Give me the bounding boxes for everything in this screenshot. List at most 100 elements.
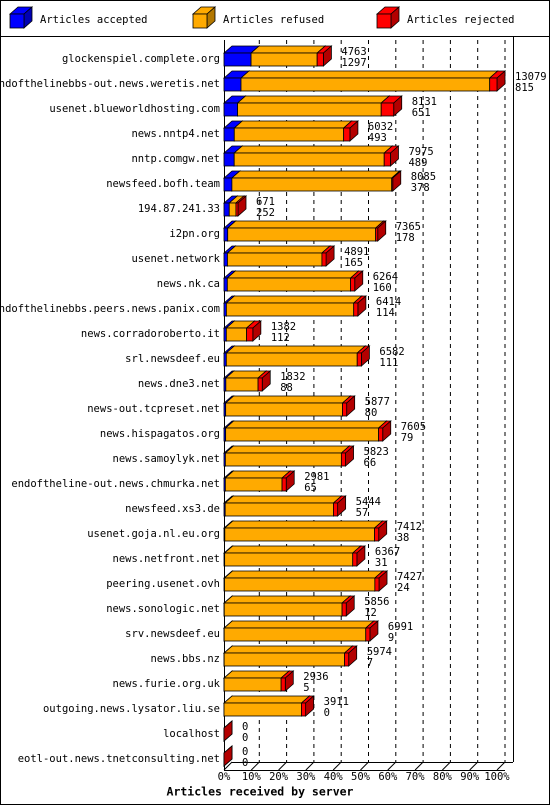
- bar-front: [224, 527, 375, 542]
- bar-segment: [280, 670, 295, 692]
- bar-segment: [352, 295, 367, 317]
- category-label: news.corradoroberto.it: [81, 328, 220, 340]
- bar-segment: [234, 195, 248, 217]
- bar-segment: [224, 445, 351, 467]
- bar-front: [240, 77, 491, 92]
- x-tick-label: 30%: [296, 771, 316, 783]
- bar-top: [239, 70, 499, 79]
- bar-front: [225, 327, 247, 342]
- category-label: news.nntp4.net: [131, 128, 220, 140]
- bar-side: [223, 745, 233, 767]
- x-tick-label: 80%: [433, 771, 453, 783]
- category-label: i2pn.org: [169, 228, 220, 240]
- category-label: newsfeed.bofh.team: [106, 178, 220, 190]
- bar-top: [223, 595, 352, 604]
- bar-top: [224, 420, 388, 429]
- bar-front: [223, 52, 252, 67]
- category-label: outgoing.news.lysator.liu.se: [43, 703, 220, 715]
- category-label: news.sonologic.net: [106, 603, 220, 615]
- bar-front: [343, 127, 351, 142]
- total-label: 671: [256, 196, 275, 208]
- total-label: 7427: [397, 571, 422, 583]
- accepted-label: 5: [303, 682, 309, 694]
- bar-front: [374, 577, 380, 592]
- total-label: 6367: [375, 546, 400, 558]
- total-label: 13079: [515, 71, 547, 83]
- accepted-label: 165: [344, 257, 363, 269]
- bar-top: [223, 620, 375, 629]
- accepted-label: 38: [397, 532, 410, 544]
- tick-mark: [223, 761, 233, 771]
- bar-front: [224, 577, 376, 592]
- category-label: news.furie.org.uk: [113, 678, 221, 690]
- category-label: news.dne3.net: [138, 378, 220, 390]
- category-label: news.bbs.nz: [150, 653, 220, 665]
- tick-mark: [496, 761, 506, 771]
- accepted-label: 57: [356, 507, 369, 519]
- bar-front: [333, 502, 339, 517]
- bar-front: [280, 677, 286, 692]
- bar-top: [230, 170, 401, 179]
- bar-segment: [223, 570, 384, 592]
- bar-front: [340, 452, 346, 467]
- tick-mark: [278, 761, 287, 771]
- category-label: glockenspiel.complete.org: [62, 53, 220, 65]
- accepted-label: 9: [388, 632, 394, 644]
- accepted-label: 0: [242, 732, 248, 744]
- bar-front: [321, 252, 327, 267]
- bar-segment: [233, 145, 394, 167]
- total-label: 4891: [344, 246, 369, 258]
- legend-swatch: [191, 6, 217, 29]
- category-label: eotl-out.news.tnetconsulting.net: [18, 753, 220, 765]
- bar-front: [235, 202, 239, 217]
- accepted-label: 12: [364, 607, 377, 619]
- bar-front: [223, 152, 235, 167]
- bar-segment: [223, 545, 362, 567]
- x-tick-label: 60%: [378, 771, 398, 783]
- accepted-label: 0: [324, 707, 330, 719]
- total-label: 6032: [368, 121, 393, 133]
- bar-top: [224, 470, 292, 479]
- total-label: 7605: [401, 421, 426, 433]
- x-tick-label: 20%: [269, 771, 289, 783]
- legend-label: Articles rejected: [407, 14, 514, 26]
- bar-front: [224, 502, 334, 517]
- bar-segment: [373, 570, 389, 592]
- bar-front: [489, 77, 498, 92]
- bar-segment: [390, 170, 402, 192]
- category-label: endofthelinebbs.peers.news.panix.com: [0, 303, 220, 315]
- accepted-label: 80: [365, 407, 378, 419]
- x-tick-label: 10%: [242, 771, 262, 783]
- total-label: 2936: [303, 671, 328, 683]
- bar-segment: [373, 520, 388, 542]
- bar-front: [223, 227, 229, 242]
- accepted-label: 178: [396, 232, 415, 244]
- x-tick-label: 90%: [460, 771, 480, 783]
- tick-mark: [442, 761, 451, 771]
- bar-front: [344, 652, 350, 667]
- total-label: 7412: [397, 521, 422, 533]
- bar-segment: [383, 145, 400, 167]
- total-label: 5823: [364, 446, 389, 458]
- bar-front: [223, 627, 367, 642]
- bar-segment: [233, 120, 353, 142]
- bar-segment: [377, 420, 392, 442]
- bar-front: [342, 402, 348, 417]
- bar-segment: [342, 120, 359, 142]
- total-label: 8131: [412, 96, 437, 108]
- bar-front: [375, 227, 379, 242]
- bar-front: [223, 177, 233, 192]
- tick-mark: [414, 761, 424, 771]
- bar-top: [222, 695, 311, 704]
- bar-front: [228, 202, 237, 217]
- accepted-label: 815: [515, 82, 534, 94]
- bar-segment: [364, 620, 379, 642]
- total-label: 1832: [280, 371, 305, 383]
- category-label: news.hispagatos.org: [100, 428, 220, 440]
- bar-top: [226, 245, 331, 254]
- bar-segment: [223, 670, 291, 692]
- bar-segment: [226, 220, 385, 242]
- total-label: 6582: [379, 346, 404, 358]
- bar-front: [383, 152, 391, 167]
